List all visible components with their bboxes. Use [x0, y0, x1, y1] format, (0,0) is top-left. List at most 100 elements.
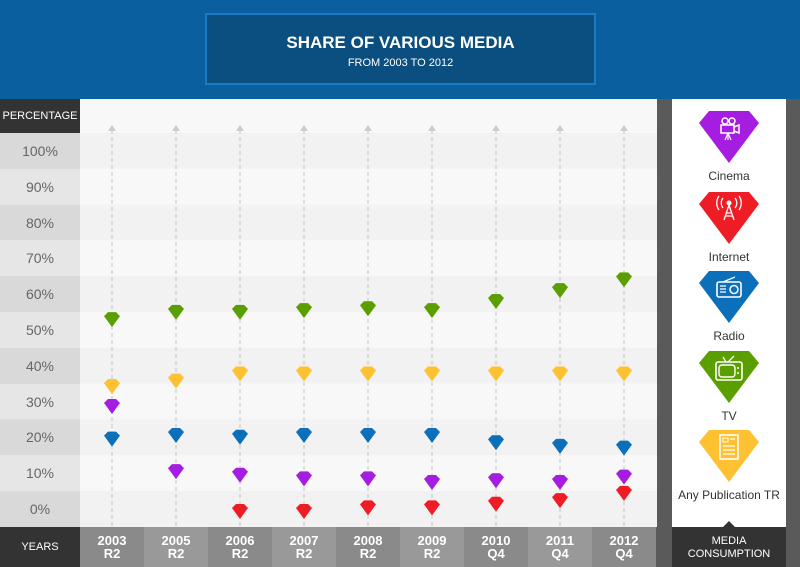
- x-tick-text: R2: [359, 546, 377, 561]
- data-point-any-publication-tr: [232, 366, 248, 382]
- grid-band: [80, 383, 657, 420]
- legend-label: Internet: [708, 250, 750, 264]
- data-point-any-publication-tr: [552, 366, 568, 382]
- data-point-any-publication-tr: [616, 366, 632, 382]
- newspaper-icon: [699, 430, 759, 482]
- y-axis-title: PERCENTAGE: [0, 99, 80, 139]
- legend-title: MEDIA CONSUMPTION: [672, 521, 786, 567]
- y-tick-label: 70%: [0, 240, 80, 277]
- data-point-tv: [488, 294, 504, 310]
- y-tick-label: 90%: [0, 168, 80, 205]
- data-point-cinema: [616, 469, 632, 485]
- data-point-radio: [616, 440, 632, 456]
- data-point-internet: [552, 493, 568, 509]
- x-axis: YEARS MEDIA CONSUMPTION 2003 R2 2005 R2 2006…: [0, 521, 800, 567]
- data-point-internet: [424, 500, 440, 516]
- data-point-any-publication-tr: [296, 366, 312, 382]
- data-point-tv: [360, 301, 376, 317]
- chart-subtitle: FROM 2003 TO 2012: [347, 57, 454, 69]
- x-tick-text: 2012: [609, 533, 639, 548]
- x-tick-text: 2009: [417, 533, 447, 548]
- x-tick-text: 2010: [481, 533, 511, 548]
- y-tick-label: 50%: [0, 312, 80, 348]
- x-tick-text: R2: [295, 546, 313, 561]
- data-point-any-publication-tr: [488, 366, 504, 382]
- arrow-icon: [620, 125, 628, 131]
- y-tick-label: 10%: [0, 455, 80, 492]
- chart-title: SHARE OF VARIOUS MEDIA: [286, 33, 515, 52]
- arrow-icon: [108, 125, 116, 131]
- x-tick-text: Q4: [615, 546, 633, 561]
- data-point-tv: [168, 304, 184, 320]
- x-tick-label: 2003 R2: [80, 527, 144, 567]
- title-box: SHARE OF VARIOUS MEDIA FROM 2003 TO 2012: [205, 13, 596, 85]
- y-tick-label: 30%: [0, 383, 80, 420]
- plot-area: [80, 125, 657, 527]
- x-tick-text: R2: [423, 546, 441, 561]
- data-point-radio: [424, 427, 440, 443]
- data-point-radio: [232, 429, 248, 445]
- data-point-any-publication-tr: [424, 366, 440, 382]
- legend-label: TV: [721, 409, 737, 423]
- data-point-cinema: [232, 467, 248, 483]
- x-tick-text: 2005: [161, 533, 191, 548]
- legend-item: Any Publication TR: [672, 430, 786, 502]
- data-point-any-publication-tr: [360, 366, 376, 382]
- data-point-radio: [488, 435, 504, 451]
- data-point-tv: [424, 303, 440, 319]
- x-tick-text: 2003: [97, 533, 127, 548]
- x-tick-text: 2006: [225, 533, 255, 548]
- y-tick-label: 100%: [0, 133, 80, 169]
- arrow-icon: [428, 125, 436, 131]
- data-point-tv: [552, 283, 568, 299]
- data-point-internet: [232, 504, 248, 519]
- data-point-tv: [232, 304, 248, 320]
- legend: Cinema Internet Radio TV Any Publication TR: [672, 99, 786, 527]
- data-point-cinema: [424, 475, 440, 491]
- arrow-icon: [172, 125, 180, 131]
- data-point-tv: [296, 303, 312, 319]
- x-tick-text: 2008: [353, 533, 383, 548]
- data-point-tv: [616, 272, 632, 288]
- data-point-radio: [360, 427, 376, 443]
- y-tick-label: 60%: [0, 276, 80, 313]
- x-tick-label: 2010 Q4: [464, 527, 528, 567]
- data-point-cinema: [104, 399, 120, 415]
- data-point-radio: [104, 431, 120, 447]
- arrow-icon: [236, 125, 244, 131]
- data-point-internet: [296, 504, 312, 519]
- data-point-radio: [552, 438, 568, 454]
- x-tick-text: 2007: [289, 533, 319, 548]
- x-tick-label: 2008 R2: [336, 527, 400, 567]
- tv-icon: [699, 351, 759, 403]
- data-point-radio: [168, 427, 184, 443]
- arrow-icon: [364, 125, 372, 131]
- legend-item: Cinema: [672, 111, 786, 183]
- arrow-icon: [556, 125, 564, 131]
- x-tick-text: Q4: [487, 546, 505, 561]
- data-point-cinema: [552, 475, 568, 491]
- film-camera-icon: [699, 111, 759, 163]
- x-tick-text: R2: [167, 546, 185, 561]
- legend-item: Radio: [672, 271, 786, 343]
- arrow-icon: [300, 125, 308, 131]
- x-tick-label: 2007 R2: [272, 527, 336, 567]
- header: SHARE OF VARIOUS MEDIA FROM 2003 TO 2012: [0, 0, 800, 99]
- y-tick-label: 20%: [0, 419, 80, 456]
- data-point-internet: [360, 500, 376, 516]
- x-axis-title: YEARS: [0, 527, 80, 567]
- data-point-cinema: [488, 473, 504, 489]
- data-point-radio: [296, 427, 312, 443]
- legend-label: Radio: [713, 329, 745, 343]
- data-point-cinema: [168, 464, 184, 480]
- x-tick-text: 2011: [545, 533, 575, 548]
- x-tick-label: 2006 R2: [208, 527, 272, 567]
- arrow-icon: [492, 125, 500, 131]
- x-tick-text: Q4: [551, 546, 569, 561]
- data-point-any-publication-tr: [168, 373, 184, 389]
- y-tick-label: 80%: [0, 204, 80, 241]
- y-axis: PERCENTAGE 100% 90% 80% 70% 60% 50% 40% 30% 20% 1…: [0, 99, 80, 527]
- x-tick-label: 2012 Q4: [592, 527, 656, 567]
- y-tick-label: 40%: [0, 347, 80, 384]
- data-point-tv: [104, 312, 120, 328]
